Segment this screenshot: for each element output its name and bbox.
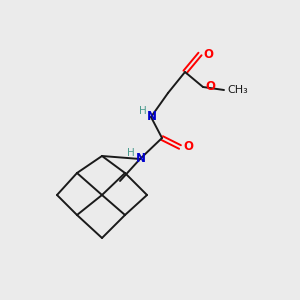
Text: H: H	[139, 106, 147, 116]
Text: H: H	[127, 148, 135, 158]
Text: N: N	[147, 110, 157, 122]
Text: O: O	[205, 80, 215, 92]
Text: CH₃: CH₃	[227, 85, 248, 95]
Text: N: N	[136, 152, 146, 164]
Text: O: O	[183, 140, 193, 154]
Text: O: O	[203, 47, 213, 61]
